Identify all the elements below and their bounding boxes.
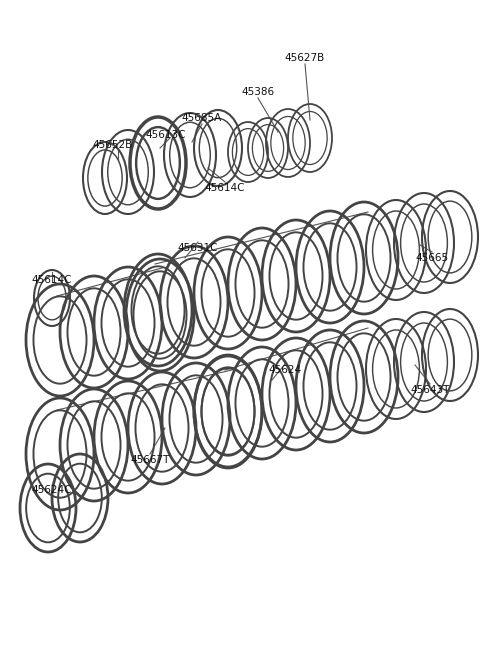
Text: 45614C: 45614C xyxy=(205,183,245,193)
Text: 45643T: 45643T xyxy=(410,385,450,395)
Text: 45652B: 45652B xyxy=(93,140,133,150)
Text: 45386: 45386 xyxy=(241,87,275,97)
Text: 45685A: 45685A xyxy=(182,113,222,123)
Text: 45624: 45624 xyxy=(268,365,301,375)
Text: 45624C: 45624C xyxy=(32,485,72,495)
Text: 45665: 45665 xyxy=(415,253,449,263)
Text: 45631C: 45631C xyxy=(178,243,218,253)
Text: 45613C: 45613C xyxy=(146,130,186,140)
Text: 45627B: 45627B xyxy=(285,53,325,63)
Text: 45667T: 45667T xyxy=(130,455,170,465)
Text: 45614C: 45614C xyxy=(32,275,72,285)
